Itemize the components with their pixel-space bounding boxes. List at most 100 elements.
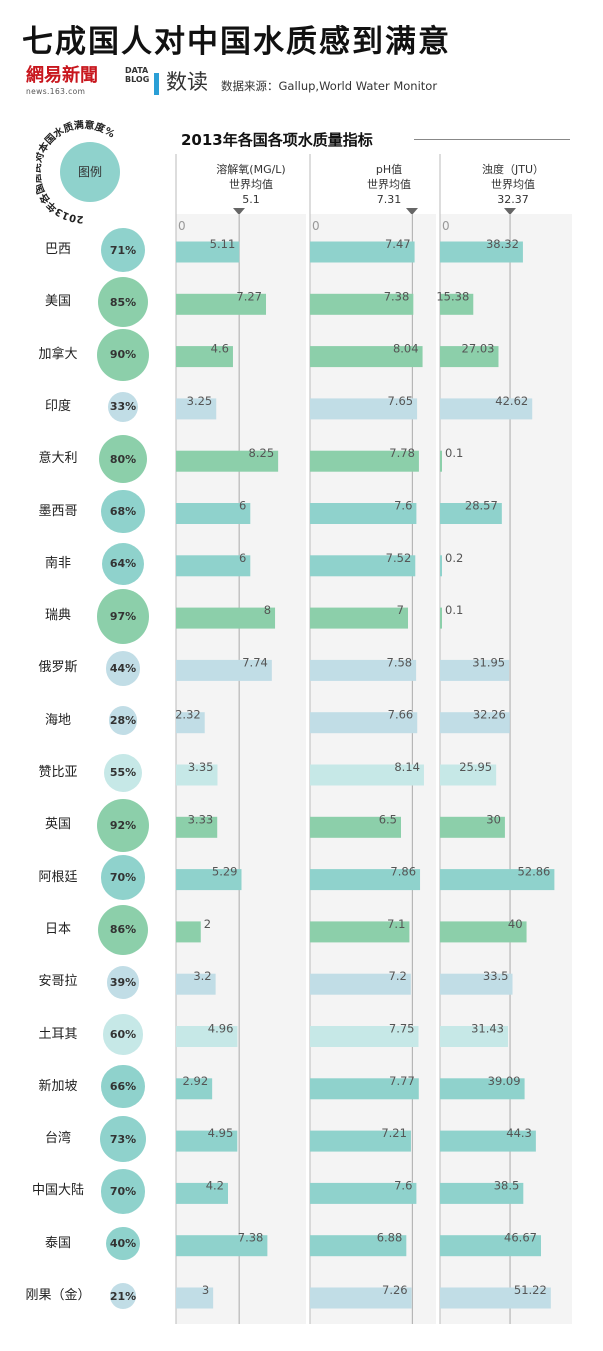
data-source: 数据来源：Gallup,World Water Monitor	[221, 79, 438, 93]
value-label: 38.32	[486, 237, 519, 251]
legend-center-label: 图例	[78, 165, 102, 179]
value-bar	[440, 712, 510, 734]
value-label: 7.52	[386, 551, 412, 565]
metric-name: pH值	[375, 163, 403, 176]
value-bar	[176, 450, 279, 472]
country-label: 墨西哥	[38, 503, 78, 519]
satisfaction-bubble-wrap: 33%	[97, 381, 149, 433]
value-label: 3.33	[188, 812, 214, 826]
satisfaction-bubble: 71%	[100, 227, 146, 273]
value-bar	[440, 1130, 536, 1152]
value-bar	[310, 450, 419, 472]
country-label: 美国	[44, 294, 71, 310]
satisfaction-bubble: 60%	[102, 1014, 144, 1055]
value-bar	[310, 607, 408, 629]
value-bar	[176, 921, 201, 943]
satisfaction-bubble: 92%	[97, 798, 149, 852]
value-bar	[176, 764, 218, 786]
country-label: 印度	[44, 398, 71, 414]
satisfaction-bubble-wrap: 80%	[97, 433, 149, 485]
value-label: 7.21	[381, 1126, 407, 1140]
satisfaction-bubble-wrap: 55%	[97, 747, 149, 799]
value-label: 7.74	[242, 655, 268, 669]
value-bar	[176, 346, 233, 368]
value-label: 2.92	[183, 1074, 209, 1088]
value-bar	[310, 869, 421, 891]
world-average-arrow-icon	[406, 208, 419, 215]
value-bar	[310, 1078, 419, 1100]
axis-zero-label: 0	[312, 219, 320, 233]
satisfaction-bubble: 21%	[110, 1283, 136, 1309]
country-label: 俄罗斯	[38, 660, 78, 676]
value-bar	[440, 659, 510, 681]
value-label: 39.09	[488, 1074, 521, 1088]
metric-header-oxygen: 溶解氧(MG/L) 世界均值 5.1	[186, 162, 316, 207]
value-bar	[310, 712, 418, 734]
value-bar	[176, 1026, 238, 1047]
value-label: 5.29	[212, 865, 238, 879]
value-bar	[310, 1235, 407, 1257]
metric-avg-value: 32.37	[497, 193, 529, 206]
value-bar	[440, 816, 505, 838]
country-label: 南非	[44, 555, 71, 571]
value-label: 7.6	[394, 499, 412, 513]
value-label: 7.47	[385, 237, 411, 251]
value-bar	[310, 241, 415, 263]
value-label: 6.88	[377, 1231, 403, 1245]
value-bar	[440, 450, 442, 472]
value-label: 51.22	[514, 1283, 547, 1297]
value-label: 3.25	[187, 394, 213, 408]
value-bar	[310, 1130, 411, 1152]
value-bar	[176, 1287, 214, 1309]
metric-avg-label: 世界均值	[229, 178, 273, 191]
value-label: 31.95	[472, 655, 505, 669]
value-label: 0.2	[445, 551, 463, 565]
value-bar	[310, 1026, 419, 1047]
country-label: 巴西	[44, 242, 71, 257]
country-label: 意大利	[38, 451, 78, 467]
value-bar	[440, 1235, 541, 1257]
value-label: 25.95	[459, 760, 492, 774]
value-label: 15.38	[436, 289, 469, 303]
value-label: 7.78	[389, 446, 415, 460]
metric-avg-label: 世界均值	[491, 178, 535, 191]
value-bar	[310, 659, 417, 681]
metric-name: 浊度（JTU）	[481, 163, 544, 176]
satisfaction-bubble-wrap: 97%	[97, 588, 149, 644]
value-bar	[176, 241, 240, 263]
satisfaction-bubble: 70%	[100, 1169, 146, 1214]
satisfaction-bubble-wrap: 64%	[97, 538, 149, 590]
value-label: 6.5	[379, 812, 397, 826]
metric-avg-label: 世界均值	[367, 178, 411, 191]
axis-zero-label: 0	[178, 219, 186, 233]
satisfaction-bubble-wrap: 28%	[97, 695, 149, 747]
value-bar	[176, 293, 267, 315]
country-label: 英国	[44, 817, 71, 833]
value-bar	[440, 241, 523, 263]
value-bar	[310, 1182, 417, 1204]
country-label: 刚果（金）	[25, 1288, 91, 1303]
value-label: 7	[397, 603, 404, 617]
satisfaction-bubble-wrap: 70%	[97, 1165, 149, 1217]
value-bar	[310, 921, 410, 943]
value-bar	[176, 973, 216, 995]
value-label: 42.62	[495, 394, 528, 408]
value-label: 2	[204, 917, 211, 931]
value-label: 40	[508, 917, 523, 931]
value-bar	[176, 659, 272, 681]
satisfaction-bubble: 80%	[98, 434, 148, 484]
value-label: 52.86	[517, 865, 550, 879]
country-label: 瑞典	[44, 608, 71, 624]
value-label: 6	[239, 551, 246, 565]
value-label: 7.1	[387, 917, 405, 931]
value-label: 38.5	[494, 1178, 520, 1192]
legend-bubble	[60, 142, 120, 202]
country-label: 泰国	[44, 1235, 71, 1251]
value-label: 5.11	[210, 237, 236, 251]
satisfaction-bubble-wrap: 92%	[97, 798, 149, 852]
value-bar	[440, 764, 497, 786]
satisfaction-bubble-wrap: 70%	[97, 852, 149, 904]
country-label: 中国大陆	[31, 1183, 84, 1199]
country-label: 阿根廷	[38, 869, 78, 885]
